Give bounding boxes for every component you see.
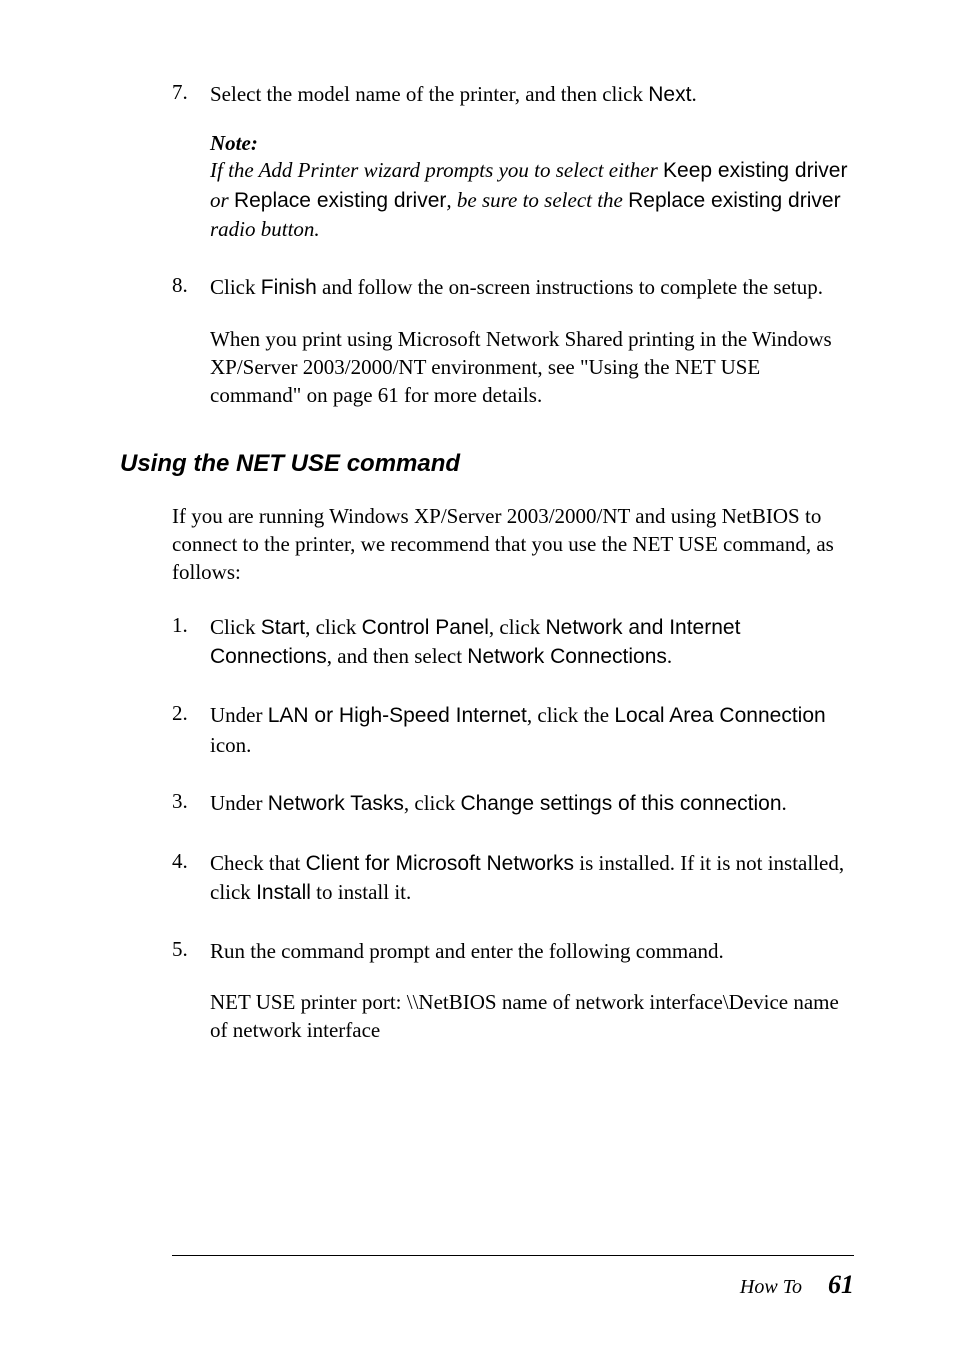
body-text: . — [667, 644, 672, 668]
body-text: Run the command prompt and enter the fol… — [210, 939, 724, 963]
ui-term: Change settings of this connection — [460, 792, 781, 815]
body-text: , be sure to select the — [446, 188, 628, 212]
body-text: or — [210, 188, 234, 212]
step-text: Under LAN or High-Speed Internet, click … — [210, 701, 854, 759]
section-heading: Using the NET USE command — [120, 450, 854, 478]
step-text: Run the command prompt and enter the fol… — [210, 937, 854, 965]
numbered-step: 4.Check that Client for Microsoft Networ… — [172, 849, 854, 908]
body-text: radio button. — [210, 217, 320, 241]
step-text: Click Start, click Control Panel, click … — [210, 613, 854, 672]
numbered-step: 3.Under Network Tasks, click Change sett… — [172, 789, 854, 818]
body-text: If the Add Printer wizard prompts you to… — [210, 158, 663, 182]
ui-term: Replace existing driver — [628, 189, 840, 212]
body-text: Under — [210, 791, 268, 815]
body-text: , click the — [527, 703, 614, 727]
numbered-step: 1.Click Start, click Control Panel, clic… — [172, 613, 854, 672]
page-footer: How To 61 — [172, 1255, 854, 1300]
step-number: 3. — [172, 789, 210, 814]
step-number: 4. — [172, 849, 210, 874]
footer-title: How To — [740, 1276, 802, 1299]
body-text: to install it. — [311, 880, 411, 904]
body-text: , and then select — [327, 644, 468, 668]
body-text: Click — [210, 615, 261, 639]
body-text: icon. — [210, 733, 251, 757]
step-number: 7. — [172, 80, 210, 105]
ui-term: Keep existing driver — [663, 159, 847, 182]
numbered-step: 7.Select the model name of the printer, … — [172, 80, 854, 243]
step-text: Click Finish and follow the on-screen in… — [210, 273, 854, 302]
body-text: Under — [210, 703, 268, 727]
step-number: 1. — [172, 613, 210, 638]
body-text: and follow the on-screen instructions to… — [317, 275, 823, 299]
ui-term: Network Tasks — [268, 792, 404, 815]
step-text: Check that Client for Microsoft Networks… — [210, 849, 854, 908]
ui-term: Control Panel — [362, 616, 489, 639]
step-text: Under Network Tasks, click Change settin… — [210, 789, 854, 818]
ui-term: Finish — [261, 276, 317, 299]
step-text: Select the model name of the printer, an… — [210, 80, 854, 109]
body-text: . — [691, 82, 696, 106]
body-text: , click — [305, 615, 362, 639]
step-number: 5. — [172, 937, 210, 962]
ui-term: Start — [261, 616, 305, 639]
ui-term: Client for Microsoft Networks — [306, 852, 574, 875]
step-number: 8. — [172, 273, 210, 298]
body-text: , click — [404, 791, 461, 815]
step-continuation: NET USE printer port: \\NetBIOS name of … — [210, 988, 854, 1045]
note-body: If the Add Printer wizard prompts you to… — [210, 156, 854, 243]
body-text: Select the model name of the printer, an… — [210, 82, 648, 106]
footer-page-number: 61 — [828, 1270, 854, 1300]
ui-term: Next — [648, 83, 691, 106]
numbered-step: 2.Under LAN or High-Speed Internet, clic… — [172, 701, 854, 759]
numbered-step: 5.Run the command prompt and enter the f… — [172, 937, 854, 1044]
body-text: . — [782, 791, 787, 815]
step-number: 2. — [172, 701, 210, 726]
step-continuation: When you print using Microsoft Network S… — [210, 325, 854, 410]
body-text: , click — [489, 615, 546, 639]
numbered-step: 8.Click Finish and follow the on-screen … — [172, 273, 854, 409]
note-block: Note:If the Add Printer wizard prompts y… — [210, 131, 854, 243]
ui-term: Install — [256, 881, 311, 904]
body-text: Click — [210, 275, 261, 299]
ui-term: Network Connections — [467, 645, 667, 668]
ui-term: Replace existing driver — [234, 189, 446, 212]
ui-term: LAN or High-Speed Internet — [268, 704, 527, 727]
note-label: Note: — [210, 131, 854, 156]
section-intro: If you are running Windows XP/Server 200… — [172, 502, 854, 587]
body-text: Check that — [210, 851, 306, 875]
ui-term: Local Area Connection — [614, 704, 825, 727]
